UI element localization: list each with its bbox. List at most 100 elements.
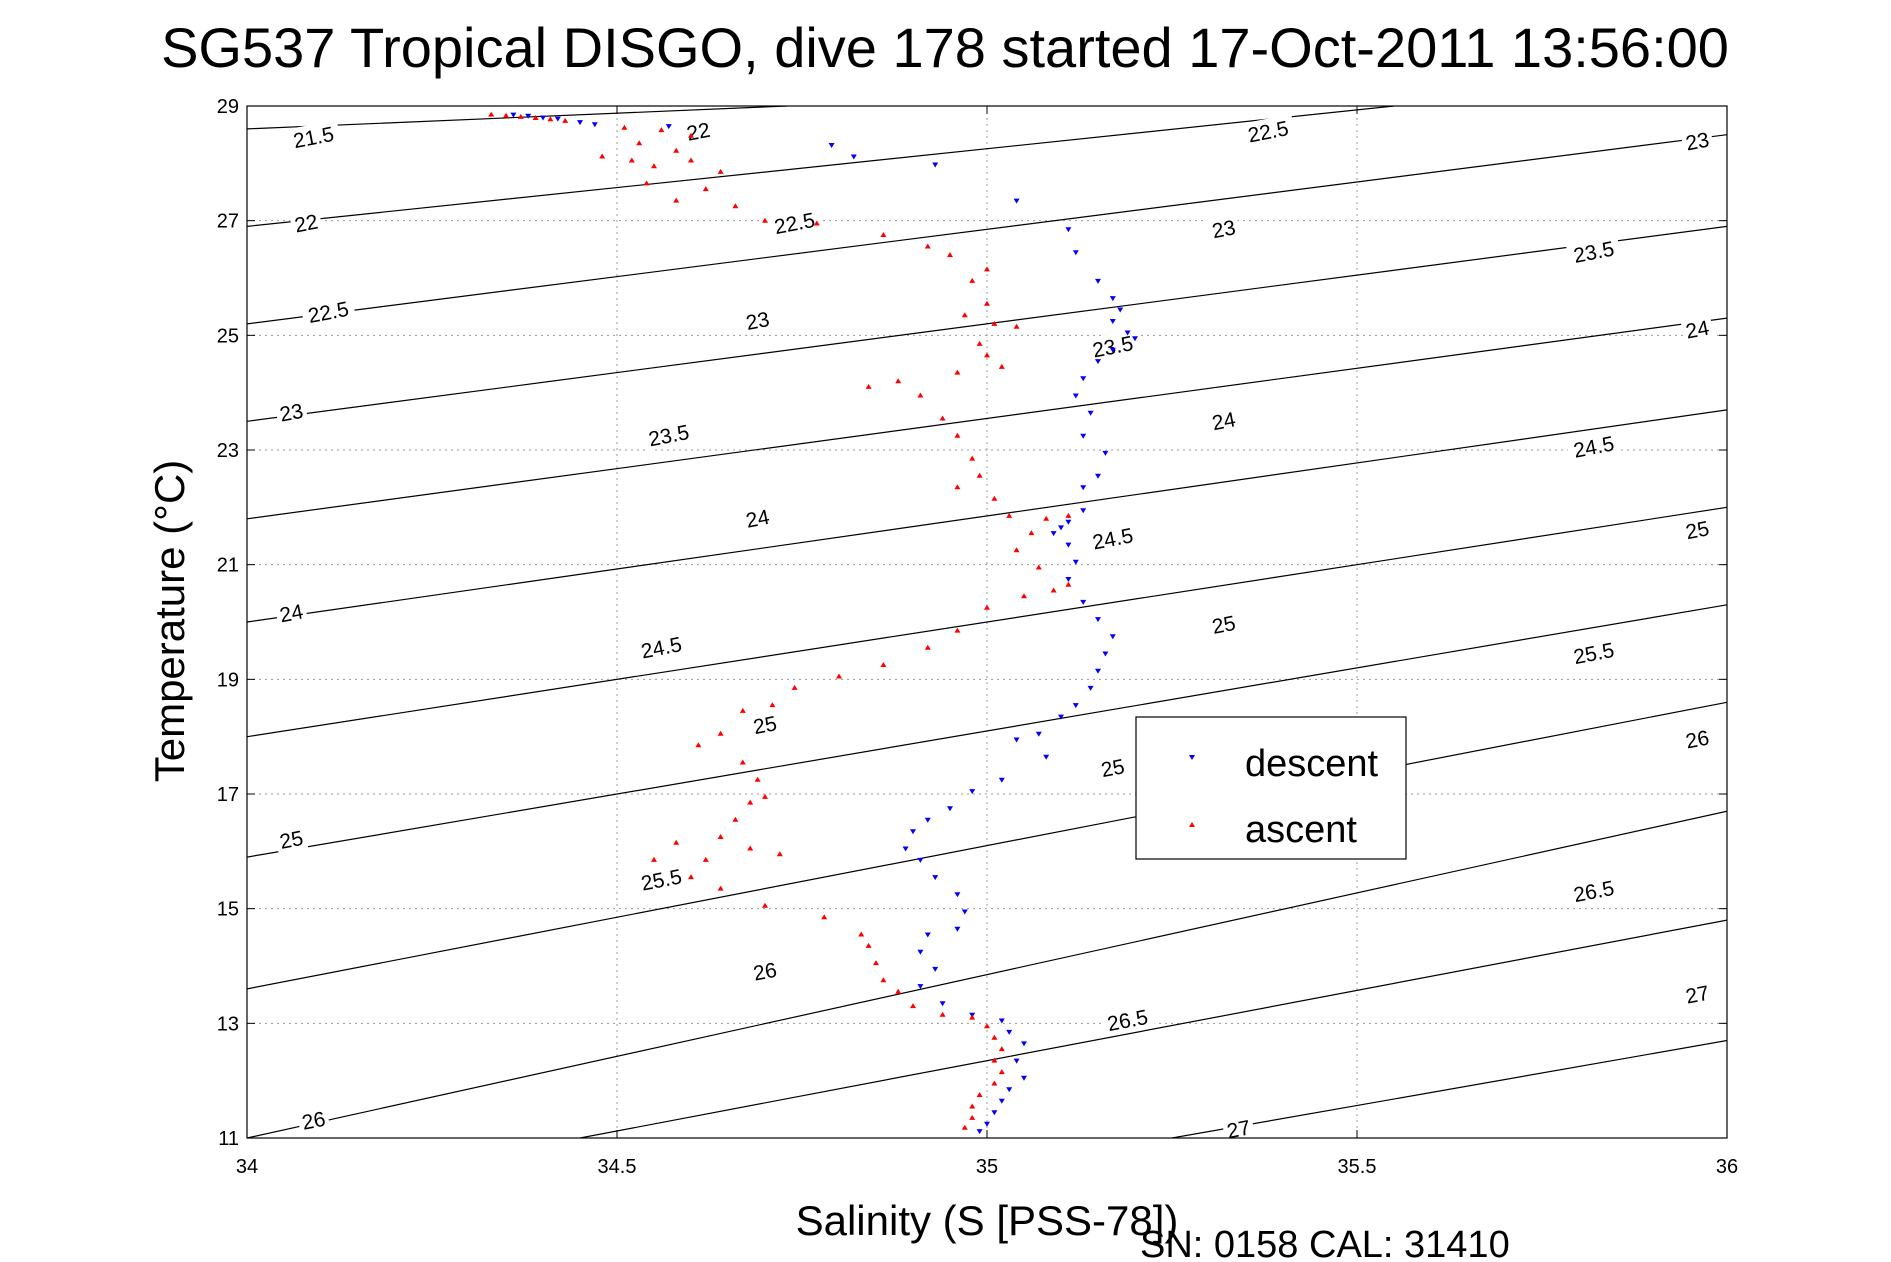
descent-point: [1013, 737, 1020, 743]
ascent-point: [673, 839, 680, 845]
y-tick-label: 19: [217, 669, 239, 691]
y-tick-label: 25: [217, 325, 239, 347]
ascent-point: [621, 124, 628, 130]
contour-label-bg: [274, 597, 309, 628]
x-tick-label: 34.5: [598, 1156, 637, 1178]
y-tick-label: 29: [217, 96, 239, 118]
contour-label-text: 27: [1225, 1116, 1252, 1143]
ascent-point: [532, 115, 539, 120]
contour-label-text: 22: [293, 210, 320, 237]
ascent-point: [547, 116, 554, 122]
ascent-point: [880, 977, 887, 983]
ascent-point: [1043, 515, 1050, 521]
descent-point: [1065, 519, 1072, 525]
ascent-point: [599, 153, 606, 159]
contour-label-bg: [681, 116, 716, 146]
descent-point: [1072, 250, 1079, 256]
legend-box: [1135, 716, 1407, 860]
ascent-point: [762, 793, 768, 799]
ascent-point: [658, 127, 665, 133]
contour-label-text: 23: [1210, 216, 1237, 243]
ascent-point: [643, 180, 650, 186]
ascent-point: [747, 799, 754, 805]
descent-point: [1109, 296, 1116, 302]
descent-point: [540, 115, 546, 121]
contour-label: 23: [1680, 125, 1715, 156]
descent-point: [1043, 754, 1050, 760]
descent-point: [1080, 508, 1087, 514]
descent-point: [828, 143, 835, 148]
descent-point: [917, 984, 924, 990]
y-tick-label: 23: [217, 440, 239, 462]
x-tick-label: 35.5: [1338, 1156, 1377, 1178]
ascent-point: [791, 684, 798, 690]
x-tick-label: 36: [1716, 1156, 1738, 1178]
ascent-point: [984, 1023, 990, 1029]
ascent-point: [636, 140, 643, 146]
contour-label: 24.5: [1565, 429, 1622, 463]
contour-label-bg: [747, 956, 782, 986]
contour-label: 27: [1221, 1113, 1256, 1143]
descent-point: [1109, 634, 1116, 640]
ascent-point: [769, 702, 776, 708]
x-tick-labels: 34 34.5 35 35.5 36: [236, 1156, 1738, 1178]
legend-descent-label: descent: [1245, 743, 1379, 785]
descent-point: [932, 875, 939, 881]
descent-point: [947, 806, 953, 812]
contour-label-bg: [633, 862, 690, 896]
ascent-point: [651, 856, 657, 862]
descent-point: [1058, 525, 1064, 531]
descent-point: [1095, 617, 1101, 623]
ascent-point: [695, 742, 702, 748]
ascent-point: [976, 1092, 983, 1097]
contour-label: 23: [740, 305, 775, 335]
y-tick-label: 17: [217, 784, 239, 806]
ascent-point: [917, 392, 924, 398]
ascent-point: [880, 662, 887, 667]
contour-label-text: 25: [1099, 755, 1126, 782]
contour-label: 25: [747, 709, 782, 739]
contour-label: 24: [1206, 405, 1241, 435]
descent-point: [1095, 359, 1101, 365]
contour-label: 26: [747, 956, 782, 986]
contour-line-23: [247, 225, 1727, 422]
contour-label-text: 24: [278, 600, 306, 627]
descent-point: [1109, 347, 1116, 353]
ascent-point: [673, 147, 680, 153]
descent-point: [1087, 685, 1094, 691]
legend-descent-marker: [1189, 755, 1195, 760]
ascent-point: [1013, 323, 1020, 329]
ascent-point: [813, 220, 820, 226]
ascent-point: [984, 300, 990, 306]
descent-point: [1132, 336, 1138, 342]
ascent-point: [880, 232, 887, 237]
ascent-point: [947, 252, 953, 258]
contour-label-bg: [1240, 114, 1296, 148]
ascent-point: [717, 834, 724, 839]
ascent-point: [651, 163, 657, 169]
y-tick-label: 11: [218, 1128, 239, 1150]
contour-label-text: 24: [1210, 408, 1238, 435]
ascent-point: [821, 914, 828, 920]
descent-point: [1124, 330, 1131, 336]
ascent-point: [1050, 587, 1057, 593]
contour-label: 22.5: [1240, 114, 1296, 148]
ascent-point: [762, 902, 768, 908]
ascent-point: [954, 369, 961, 375]
ascent-point: [702, 856, 709, 862]
ascent-point: [924, 644, 931, 650]
descent-point: [961, 909, 968, 915]
descent-point: [525, 113, 532, 119]
contour-label: 22: [681, 116, 716, 146]
ascent-point: [998, 1069, 1005, 1075]
ascent-point: [717, 730, 724, 736]
ascent-series: [488, 111, 1072, 1130]
ascent-point: [1006, 512, 1013, 518]
x-tick-label: 35: [976, 1156, 998, 1178]
contour-label: 25: [274, 824, 309, 854]
contour-label-text: 24: [744, 506, 772, 533]
contour-label-text: 26: [1684, 726, 1711, 753]
descent-point: [1006, 1029, 1013, 1035]
legend-ascent-label: ascent: [1245, 809, 1357, 851]
contour-label-bg: [1206, 213, 1241, 243]
